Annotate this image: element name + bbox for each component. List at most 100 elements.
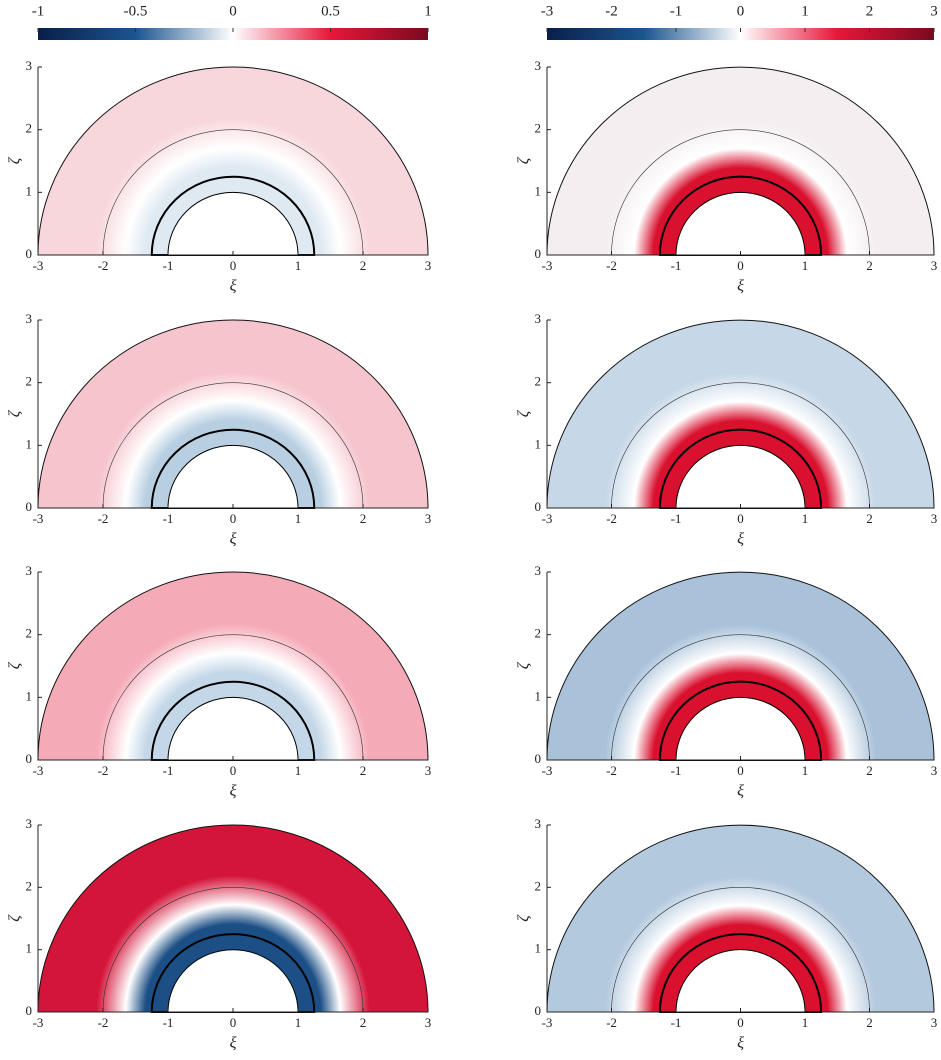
y-tick-label: 1 [535, 688, 542, 703]
y-axis-label: ζ [516, 661, 533, 669]
x-tick-label: -2 [98, 763, 109, 778]
x-tick-label: -2 [98, 258, 109, 273]
y-tick-label: 3 [535, 58, 542, 73]
colorbar-tick-label: -3 [541, 3, 554, 19]
x-tick-label: -3 [542, 763, 553, 778]
field [37, 824, 429, 1013]
x-axis-label: ξ [737, 278, 744, 295]
y-tick-label: 2 [26, 121, 33, 136]
y-axis-label: ζ [7, 409, 24, 417]
y-tick-label: 0 [26, 1003, 33, 1018]
y-tick-label: 0 [535, 246, 542, 261]
contour-line [658, 933, 823, 1013]
contour-line [102, 129, 364, 256]
x-tick-label: 2 [360, 763, 367, 778]
y-tick-label: 1 [535, 941, 542, 956]
x-tick-label: 1 [295, 1015, 302, 1030]
y-tick-label: 3 [26, 311, 33, 326]
field [37, 66, 429, 256]
x-axis-label: ξ [737, 1035, 744, 1052]
x-tick-label: -2 [606, 1015, 617, 1030]
x-tick-label: 0 [737, 763, 744, 778]
x-tick-label: 0 [737, 258, 744, 273]
field [546, 66, 935, 256]
field [546, 319, 935, 509]
x-tick-label: 2 [360, 511, 367, 526]
y-tick-label: 2 [26, 374, 33, 389]
y-tick-label: 0 [26, 246, 33, 261]
cylinder [167, 949, 299, 1013]
x-tick-label: -1 [671, 511, 682, 526]
y-tick-label: 1 [26, 688, 33, 703]
x-axis-label: ξ [230, 1035, 237, 1052]
x-tick-label: -2 [98, 1015, 109, 1030]
y-tick-label: 2 [535, 626, 542, 641]
x-tick-label: 3 [931, 763, 938, 778]
x-tick-label: -3 [33, 763, 44, 778]
y-tick-label: 2 [26, 626, 33, 641]
y-tick-label: 1 [26, 436, 33, 451]
x-tick-label: 2 [866, 763, 873, 778]
x-tick-label: 1 [295, 511, 302, 526]
x-tick-label: 1 [802, 511, 809, 526]
x-axis-label: ξ [230, 783, 237, 800]
field [37, 571, 429, 761]
x-tick-label: -3 [33, 511, 44, 526]
cylinder [167, 191, 299, 256]
y-axis-label: ζ [516, 409, 533, 417]
x-tick-label: -1 [163, 511, 174, 526]
cylinder [675, 191, 806, 256]
x-tick-label: 0 [230, 763, 237, 778]
contour-line [150, 175, 316, 256]
cylinder [675, 949, 806, 1013]
colorbar [547, 28, 934, 40]
y-tick-label: 0 [535, 1003, 542, 1018]
x-tick-label: -1 [163, 763, 174, 778]
x-tick-label: -2 [98, 511, 109, 526]
y-axis-label: ζ [516, 914, 533, 922]
x-tick-label: 3 [425, 258, 432, 273]
x-tick-label: 1 [802, 1015, 809, 1030]
y-tick-label: 0 [26, 751, 33, 766]
x-tick-label: -2 [606, 511, 617, 526]
x-tick-label: -1 [163, 1015, 174, 1030]
x-tick-label: 1 [802, 258, 809, 273]
x-tick-label: 1 [295, 763, 302, 778]
y-tick-label: 3 [535, 311, 542, 326]
y-tick-label: 3 [26, 563, 33, 578]
cylinder [167, 696, 299, 761]
colorbar-tick-label: -2 [605, 3, 618, 19]
y-tick-label: 1 [535, 183, 542, 198]
contour-line [150, 933, 316, 1013]
y-tick-label: 2 [535, 878, 542, 893]
x-tick-label: 3 [931, 511, 938, 526]
field [37, 319, 429, 509]
x-tick-label: -2 [606, 258, 617, 273]
x-tick-label: -1 [163, 258, 174, 273]
y-tick-label: 0 [535, 751, 542, 766]
x-axis-label: ξ [737, 783, 744, 800]
y-tick-label: 1 [535, 436, 542, 451]
x-tick-label: 3 [425, 1015, 432, 1030]
x-tick-label: 3 [931, 1015, 938, 1030]
colorbar-tick-label: 2 [866, 3, 874, 19]
cylinder [675, 444, 806, 509]
colorbar-tick-label: -1 [670, 3, 683, 19]
y-tick-label: 0 [26, 499, 33, 514]
contour-line [611, 382, 870, 509]
x-tick-label: -3 [542, 511, 553, 526]
x-tick-label: 0 [230, 1015, 237, 1030]
x-tick-label: -3 [33, 1015, 44, 1030]
colorbar-tick-label: 3 [930, 3, 938, 19]
x-tick-label: -3 [33, 258, 44, 273]
x-tick-label: 2 [360, 1015, 367, 1030]
y-axis-label: ζ [516, 156, 533, 164]
x-tick-label: 1 [802, 763, 809, 778]
x-tick-label: -2 [606, 763, 617, 778]
contour-line [658, 680, 823, 761]
x-tick-label: -1 [671, 258, 682, 273]
y-axis-label: ζ [7, 914, 24, 922]
y-tick-label: 1 [26, 941, 33, 956]
x-tick-label: -3 [542, 1015, 553, 1030]
